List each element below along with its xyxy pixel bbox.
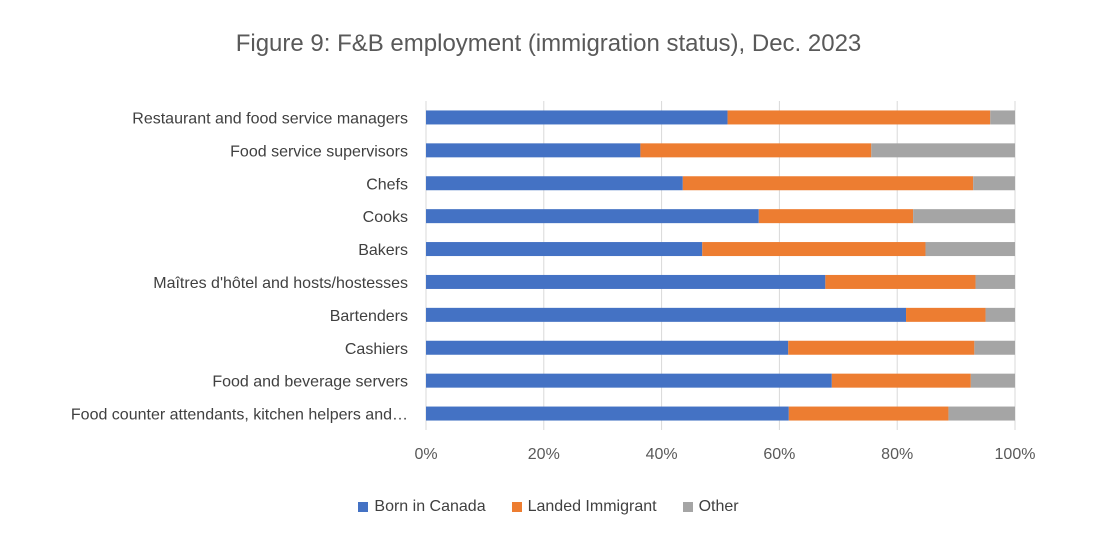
- category-label: Bakers: [358, 242, 408, 259]
- bar-segment: [990, 110, 1015, 125]
- x-tick-label: 60%: [763, 446, 795, 463]
- legend-swatch: [511, 502, 522, 512]
- bar-segment: [974, 340, 1015, 355]
- legend-label: Landed Immigrant: [527, 498, 657, 515]
- bar-segment: [426, 307, 907, 322]
- bar-segment: [727, 110, 991, 125]
- legend-swatch: [682, 502, 693, 512]
- bar-segment: [640, 143, 872, 158]
- bar-segment: [426, 143, 641, 158]
- bar-segment: [682, 176, 974, 191]
- bar-segment: [426, 242, 703, 257]
- chart-title: Figure 9: F&B employment (immigration st…: [235, 30, 862, 57]
- bar-segment: [702, 242, 926, 257]
- category-label: Chefs: [366, 176, 408, 193]
- bars: [426, 110, 1015, 421]
- category-label: Food counter attendants, kitchen helpers…: [71, 407, 408, 424]
- category-label: Restaurant and food service managers: [132, 110, 408, 127]
- bar-segment: [871, 143, 1015, 158]
- category-label: Food and beverage servers: [212, 374, 408, 391]
- category-labels: Restaurant and food service managers Food…: [71, 110, 408, 423]
- category-label: Food service supervisors: [230, 143, 408, 160]
- x-axis-tick-labels: 0% 20% 40% 60% 80% 100%: [414, 446, 1035, 463]
- legend-item: Landed Immigrant: [511, 498, 657, 516]
- bar-segment: [825, 274, 976, 289]
- bar-segment: [906, 307, 986, 322]
- category-label: Maîtres d'hôtel and hosts/hostesses: [153, 275, 408, 292]
- bar-segment: [985, 307, 1015, 322]
- x-tick-label: 80%: [881, 446, 913, 463]
- bar-segment: [788, 406, 949, 421]
- x-tick-label: 20%: [528, 446, 560, 463]
- bar-segment: [970, 373, 1015, 388]
- bar-segment: [426, 373, 832, 388]
- bar-segment: [913, 209, 1015, 224]
- bar-segment: [758, 209, 914, 224]
- category-label: Cashiers: [345, 341, 408, 358]
- x-tick-label: 0%: [414, 446, 437, 463]
- bar-segment: [426, 176, 683, 191]
- x-tick-label: 100%: [995, 446, 1036, 463]
- legend-label: Other: [698, 498, 739, 515]
- bar-segment: [426, 340, 789, 355]
- bar-segment: [831, 373, 971, 388]
- legend-item: Other: [682, 498, 739, 516]
- x-tick-label: 40%: [646, 446, 678, 463]
- legend-item: Born in Canada: [358, 498, 486, 516]
- bar-segment: [973, 176, 1015, 191]
- bar-segment: [925, 242, 1015, 257]
- category-label: Cooks: [363, 209, 408, 226]
- legend: Born in Canada Landed Immigrant Other: [0, 498, 1097, 516]
- category-label: Bartenders: [330, 308, 408, 325]
- legend-swatch: [358, 502, 369, 512]
- bar-segment: [788, 340, 975, 355]
- bar-segment: [426, 406, 789, 421]
- bar-segment: [975, 274, 1015, 289]
- bar-segment: [426, 209, 759, 224]
- bar-segment: [426, 110, 728, 125]
- bar-segment: [426, 274, 826, 289]
- bar-segment: [948, 406, 1015, 421]
- legend-label: Born in Canada: [374, 498, 486, 515]
